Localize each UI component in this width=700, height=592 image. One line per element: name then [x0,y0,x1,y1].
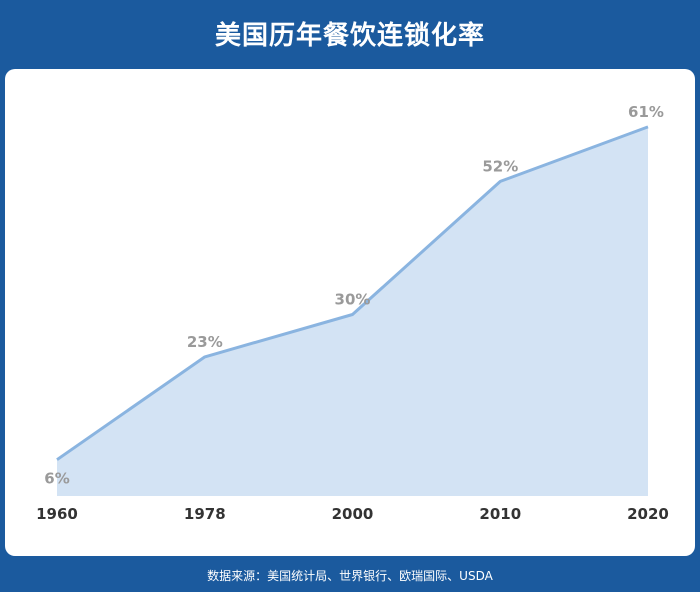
x-tick-label: 1978 [184,505,226,523]
x-tick-label: 1960 [36,505,78,523]
area-fill [57,126,648,497]
data-label: 30% [335,291,371,309]
chart-title: 美国历年餐饮连锁化率 [214,20,485,51]
data-label: 6% [44,470,69,488]
source-note: 数据来源：美国统计局、世界银行、欧瑞国际、USDA [207,568,493,583]
x-axis-ticks: 1960 1978 2000 2010 2020 [36,505,669,523]
x-tick-label: 2020 [627,505,669,523]
data-labels: 6% 23% 30% 52% 61% [44,103,664,488]
data-label: 52% [482,157,518,175]
x-tick-label: 2010 [479,505,521,523]
series-line [56,125,649,461]
data-label: 23% [187,333,223,351]
data-label: 61% [628,103,664,121]
x-tick-label: 2000 [332,505,374,523]
